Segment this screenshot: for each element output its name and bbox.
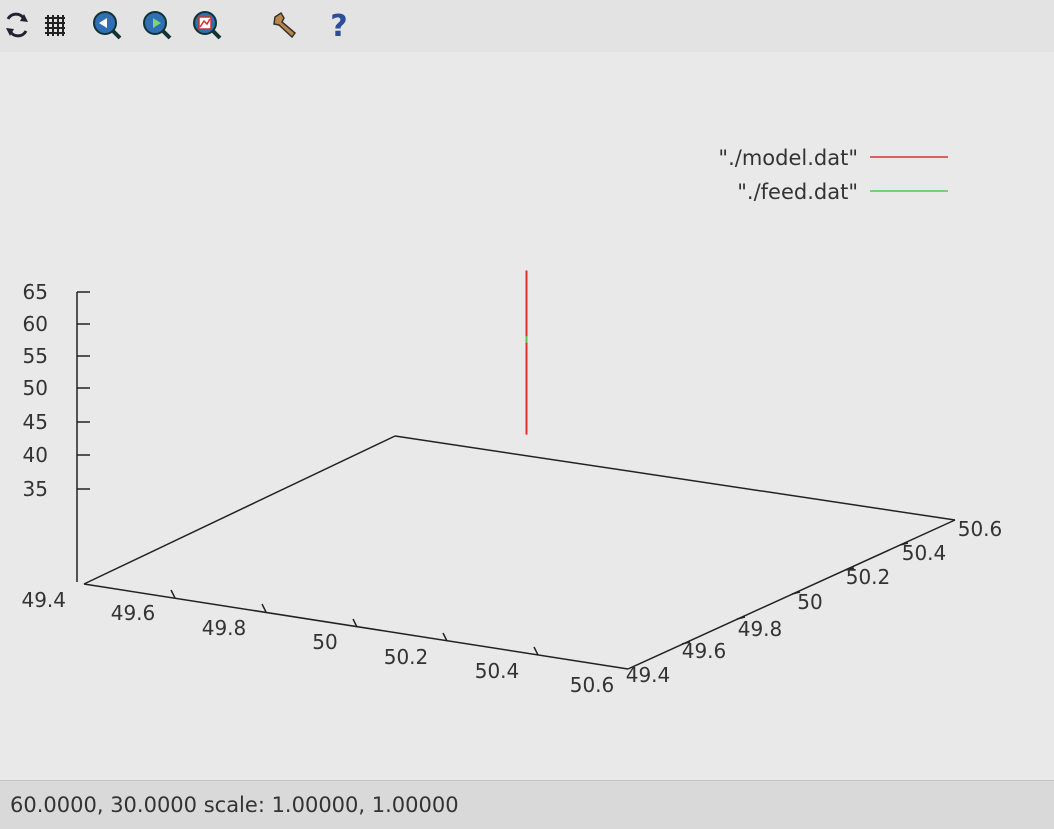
autoscale-icon[interactable] [190, 8, 224, 42]
legend-label-feed: "./feed.dat" [737, 180, 858, 204]
zoom-next-icon[interactable] [140, 8, 174, 42]
y-tick-label: 50 [797, 590, 822, 614]
z-tick-label: 35 [23, 477, 48, 501]
y-tick-label: 49.8 [738, 617, 783, 641]
z-tick-label: 45 [23, 410, 48, 434]
plot-area[interactable]: "./model.dat" "./feed.dat" 65 [0, 52, 1054, 780]
svg-text:?: ? [330, 9, 347, 41]
toolbar: ? [0, 0, 1054, 53]
z-tick-label: 55 [23, 344, 48, 368]
legend: "./model.dat" "./feed.dat" [718, 146, 948, 204]
status-text: 60.0000, 30.0000 scale: 1.00000, 1.00000 [10, 793, 459, 817]
y-tick-label: 50.6 [958, 517, 1003, 541]
z-base-label: 49.4 [21, 588, 66, 612]
z-tick-label: 60 [23, 312, 48, 336]
y-tick-label: 49.4 [626, 663, 671, 687]
zoom-prev-icon[interactable] [90, 8, 124, 42]
settings-icon[interactable] [268, 8, 302, 42]
x-tick-label: 50 [312, 630, 337, 654]
z-tick-label: 65 [23, 280, 48, 304]
status-bar: 60.0000, 30.0000 scale: 1.00000, 1.00000 [0, 780, 1054, 829]
z-tick-label: 40 [23, 443, 48, 467]
back-right-edge [394, 435, 956, 521]
legend-label-model: "./model.dat" [718, 146, 858, 170]
y-tick-label: 49.6 [682, 639, 727, 663]
plot-canvas: "./model.dat" "./feed.dat" 65 [21, 146, 1003, 697]
z-tick-label: 50 [23, 376, 48, 400]
x-tick-label: 50.6 [570, 673, 615, 697]
x-tick-label: 49.8 [202, 616, 247, 640]
back-left-edge [83, 435, 396, 585]
z-axis: 65 60 55 50 45 40 35 49.4 [21, 280, 90, 612]
grid-icon[interactable] [38, 8, 72, 42]
y-tick-label: 50.4 [902, 541, 947, 565]
help-icon[interactable]: ? [322, 8, 356, 42]
x-tick-label: 50.4 [475, 659, 520, 683]
y-axis: 49.4 49.6 49.8 50 50.2 50.4 50.6 [626, 517, 1003, 687]
x-axis: 49.6 49.8 50 50.2 50.4 50.6 [111, 589, 615, 697]
x-tick-label: 49.6 [111, 601, 156, 625]
y-tick-label: 50.2 [846, 565, 891, 589]
replot-icon[interactable] [0, 8, 34, 42]
x-tick-label: 50.2 [384, 645, 429, 669]
